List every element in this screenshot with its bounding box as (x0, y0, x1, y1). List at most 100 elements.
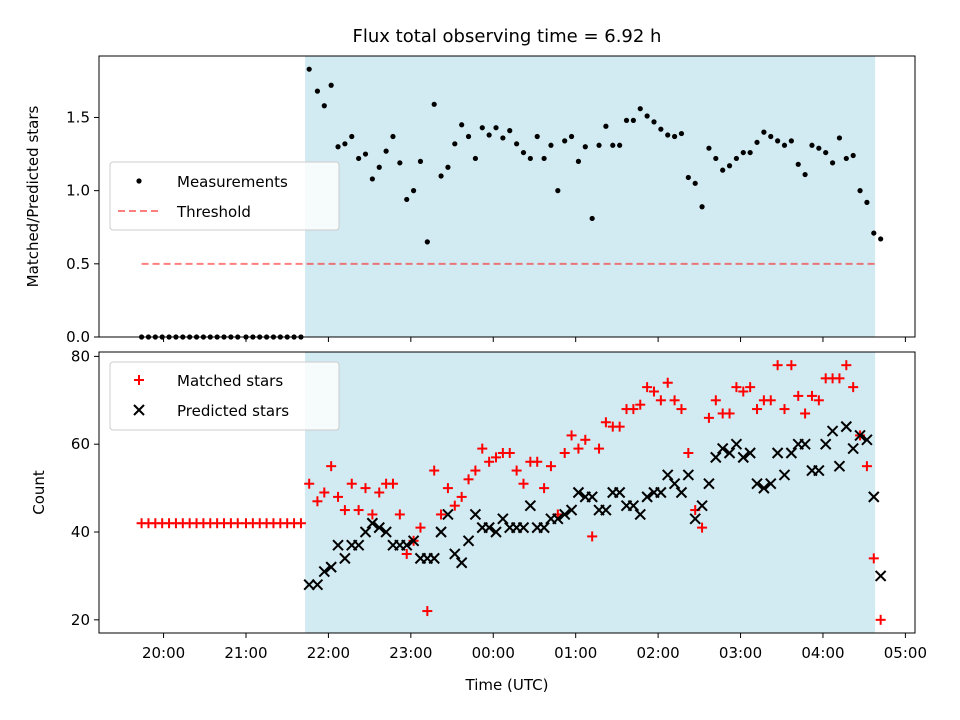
predicted-stars-point (675, 486, 688, 499)
measurement-point (362, 151, 369, 157)
measurement-point (816, 145, 822, 151)
measurement-point (397, 160, 403, 166)
predicted-stars-point (662, 469, 674, 481)
measurement-point (781, 142, 788, 148)
count-y-tick-label: 60 (71, 435, 90, 453)
predicted-stars-point (455, 557, 468, 569)
matched-stars-point (731, 382, 742, 393)
measurement-point (610, 142, 616, 148)
measurement-point (630, 117, 636, 123)
matched-stars-point (449, 500, 460, 511)
measurement-point (596, 142, 602, 148)
predicted-stars-point (428, 552, 440, 565)
matched-stars-point (353, 505, 364, 516)
predicted-stars-point (497, 513, 509, 525)
matched-stars-point (779, 404, 790, 415)
measurement-point (644, 113, 650, 119)
predicted-stars-point (318, 565, 331, 578)
measurement-point (479, 125, 485, 131)
predicted-stars-point (483, 521, 495, 534)
matched-stars-point (662, 377, 673, 388)
measurement-point (465, 133, 472, 140)
measurement-point (713, 155, 719, 162)
measurement-point (671, 133, 678, 140)
matched-stars-point (587, 531, 598, 542)
predicted-stars-point (710, 451, 722, 464)
measurement-point (486, 132, 492, 138)
ratio-y-tick-label: 0.0 (66, 328, 90, 346)
x-tick-label: 02:00 (636, 644, 679, 662)
measurement-point (424, 239, 430, 245)
measurement-point (568, 133, 575, 140)
predicted-stars-point (311, 578, 324, 591)
matched-stars-point (676, 404, 687, 415)
measurement-point (768, 133, 774, 140)
count-legend: Matched stars Predicted stars (109, 361, 340, 431)
matched-stars-point (566, 430, 577, 441)
matched-stars-point (304, 478, 315, 489)
measurement-point (809, 142, 815, 148)
predicted-stars-point (332, 539, 344, 551)
measurement-point (857, 188, 863, 194)
measurement-point (356, 155, 362, 162)
predicted-stars-point (469, 508, 482, 521)
matched-stars-point (429, 465, 440, 476)
measurement-point (637, 106, 643, 112)
predicted-stars-point (366, 517, 379, 529)
legend-threshold-label: Threshold (176, 203, 251, 221)
matched-stars-point (295, 518, 306, 529)
predicted-stars-point (778, 469, 791, 481)
matched-stars-point (394, 509, 405, 520)
matched-stars-point (545, 461, 556, 472)
measurement-point (878, 236, 884, 242)
matched-stars-point (415, 522, 426, 533)
measurement-point (665, 132, 671, 138)
matched-stars-point (841, 360, 852, 371)
matched-stars-point (765, 395, 776, 406)
predicted-stars-point (682, 469, 695, 481)
matched-stars-point (573, 443, 584, 454)
measurement-point (582, 144, 588, 150)
matched-stars-point (648, 386, 659, 397)
measurement-point (410, 188, 417, 194)
measurement-point (555, 188, 561, 194)
predicted-stars-point (655, 486, 667, 499)
measurement-point (417, 158, 424, 164)
matched-stars-point (559, 447, 570, 458)
ratio-panel-frame (98, 55, 916, 338)
predicted-stars-point (785, 447, 798, 459)
measurement-point (438, 173, 444, 179)
matched-stars-point (786, 360, 797, 371)
predicted-stars-point (641, 491, 653, 503)
measurement-point (390, 133, 396, 140)
predicted-stars-point (765, 478, 777, 490)
matched-stars-point (848, 382, 859, 393)
matched-stars-point (367, 509, 378, 520)
matched-stars-point (697, 522, 708, 533)
measurement-point (726, 163, 733, 169)
measurement-point (575, 158, 582, 164)
matched-stars-point (635, 399, 646, 410)
x-tick-label: 23:00 (389, 644, 432, 662)
matched-stars-point (319, 487, 330, 498)
predicted-stars-point (325, 561, 337, 573)
count-panel-frame (98, 351, 916, 634)
matched-stars-point (539, 483, 550, 494)
measurement-point (589, 215, 595, 222)
matched-stars-point (339, 505, 350, 516)
predicted-stars-point (586, 491, 598, 503)
predicted-stars-point (524, 499, 537, 512)
matched-stars-point (491, 452, 502, 463)
legend-measurements-label: Measurements (177, 173, 288, 191)
x-tick-label: 22:00 (307, 644, 350, 662)
predicted-stars-point (799, 438, 811, 450)
predicted-stars-point (373, 521, 385, 534)
predicted-stars-point (744, 447, 756, 459)
measurement-point (507, 128, 513, 134)
measurement-point (383, 148, 389, 154)
measurement-point (823, 149, 829, 156)
predicted-stars-point (737, 451, 749, 464)
matched-stars-point (360, 483, 371, 494)
measurement-point (706, 145, 712, 151)
